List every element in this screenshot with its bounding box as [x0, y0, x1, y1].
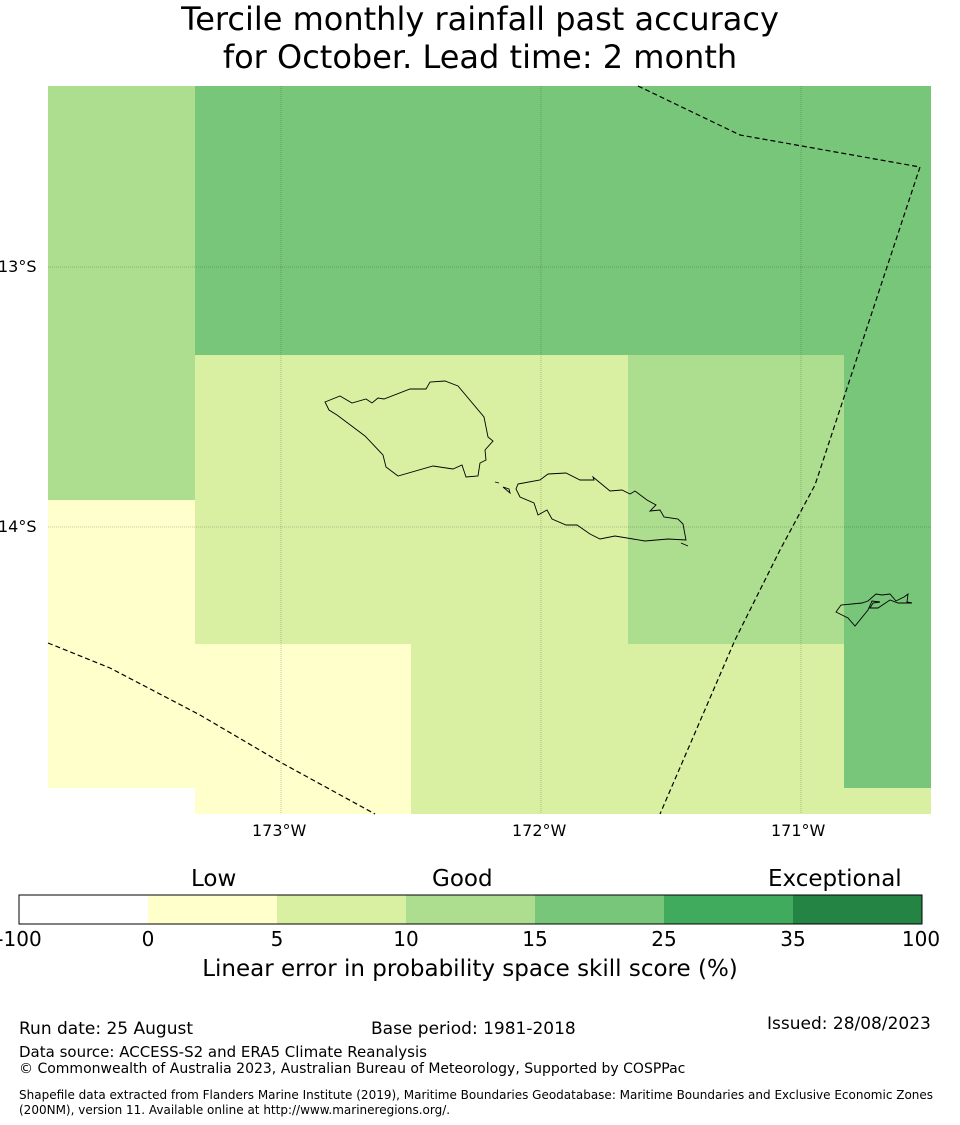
- category-label-exceptional: Exceptional: [768, 866, 902, 892]
- lon-label-172w: 172°W: [512, 821, 567, 840]
- colorbar-swatch: [277, 895, 406, 924]
- islet-manono: [502, 486, 511, 495]
- coastlines: [324, 380, 913, 627]
- eez-boundary-east: [637, 85, 921, 815]
- lon-label-171w: 171°W: [771, 821, 826, 840]
- colorbar-swatch: [535, 895, 664, 924]
- colorbar-swatch: [664, 895, 793, 924]
- map-panel: [47, 85, 931, 815]
- category-label-good: Good: [432, 866, 493, 892]
- eez-boundaries: [47, 85, 921, 815]
- map-cell: [48, 86, 195, 500]
- colorbar: [18, 894, 923, 925]
- shapefile-credit: Shapefile data extracted from Flanders M…: [19, 1088, 934, 1117]
- colorbar-tick: 0: [141, 927, 155, 951]
- colorbar-swatch: [148, 895, 277, 924]
- lon-label-173w: 173°W: [252, 821, 307, 840]
- island-savaii: [324, 380, 494, 478]
- island-tutuila: [835, 593, 913, 627]
- map-cell: [628, 355, 844, 644]
- map-cell: [844, 788, 931, 814]
- run-date: Run date: 25 August: [19, 1019, 193, 1039]
- colorbar-swatch: [793, 895, 922, 924]
- chart-title: Tercile monthly rainfall past accuracy f…: [0, 0, 960, 76]
- map-cell: [195, 86, 931, 355]
- colorbar-swatch: [19, 895, 148, 924]
- map-cell: [411, 644, 844, 814]
- copyright: © Commonwealth of Australia 2023, Austra…: [19, 1061, 686, 1077]
- issued-date: Issued: 28/08/2023: [767, 1014, 931, 1034]
- islet-upolu-east: [680, 542, 689, 547]
- colorbar-frame: [18, 894, 923, 925]
- data-source: Data source: ACCESS-S2 and ERA5 Climate …: [19, 1043, 427, 1061]
- colorbar-swatch: [406, 895, 535, 924]
- colorbar-tick: 5: [270, 927, 284, 951]
- eez-boundary-south: [47, 642, 376, 815]
- map-cell: [195, 644, 411, 814]
- islet-apolima: [494, 481, 500, 484]
- colorbar-tick: 10: [393, 927, 419, 951]
- map-cell: [48, 500, 195, 788]
- base-period: Base period: 1981-2018: [371, 1019, 576, 1039]
- map-cell: [195, 355, 628, 644]
- lat-label-13s: 13°S: [0, 257, 37, 276]
- colorbar-tick: 15: [522, 927, 548, 951]
- colorbar-tick: 35: [780, 927, 806, 951]
- category-label-low: Low: [191, 866, 237, 892]
- colorbar-tick: 25: [651, 927, 677, 951]
- title-line-2: for October. Lead time: 2 month: [222, 38, 738, 76]
- island-upolu: [515, 472, 687, 542]
- colorbar-label: Linear error in probability space skill …: [202, 956, 738, 982]
- map-cell: [844, 355, 931, 788]
- colorbar-tick: 100: [901, 927, 941, 951]
- colorbar-tick: -100: [0, 927, 42, 951]
- lat-label-14s: 14°S: [0, 517, 37, 536]
- gridlines: [48, 86, 931, 814]
- title-line-1: Tercile monthly rainfall past accuracy: [181, 0, 779, 38]
